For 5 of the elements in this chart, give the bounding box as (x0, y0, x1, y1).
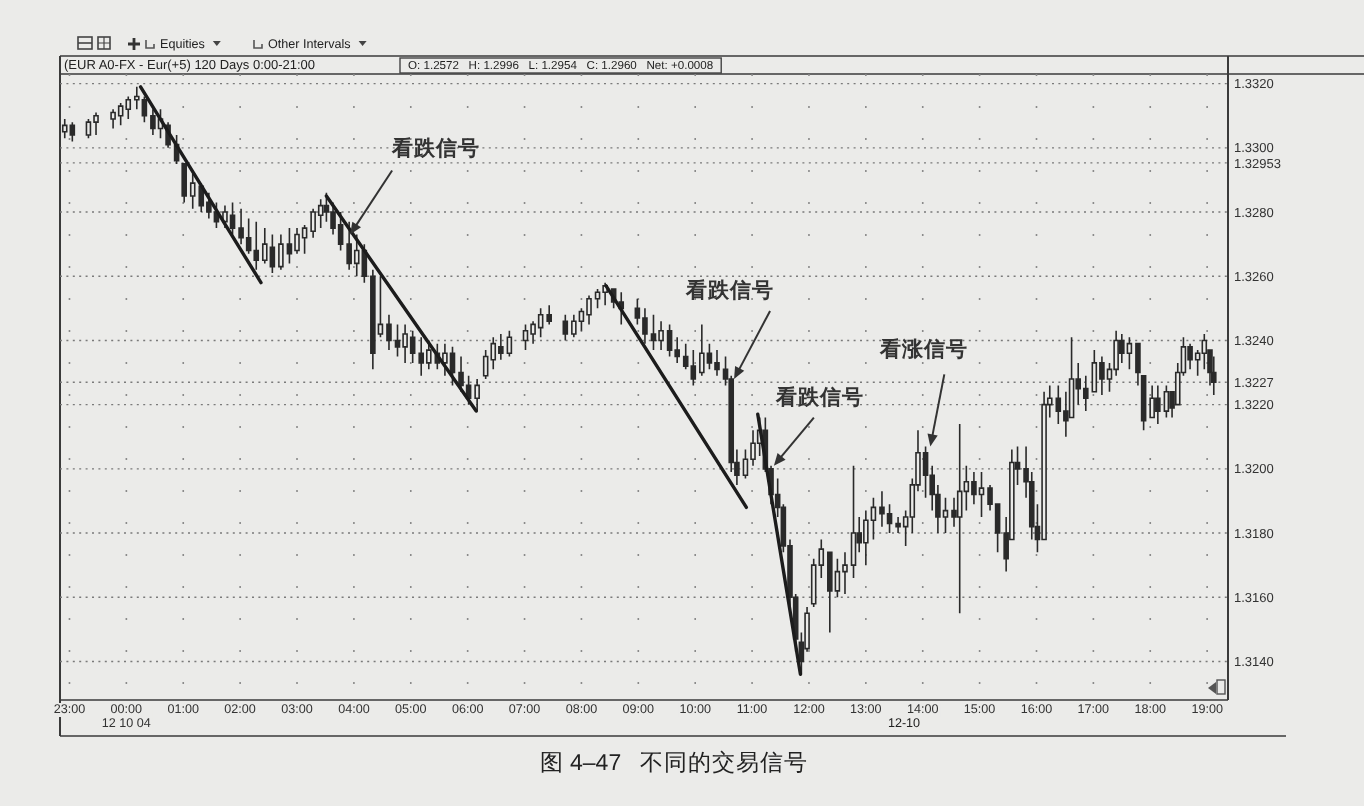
annotation: 看跌信号 (773, 383, 864, 410)
annotation: 看涨信号 (878, 336, 969, 363)
annotation: 看跌信号 (684, 276, 775, 303)
caption: 图 4–47 不同的交易信号 (539, 748, 809, 776)
annotation: 看跌信号 (390, 134, 481, 161)
